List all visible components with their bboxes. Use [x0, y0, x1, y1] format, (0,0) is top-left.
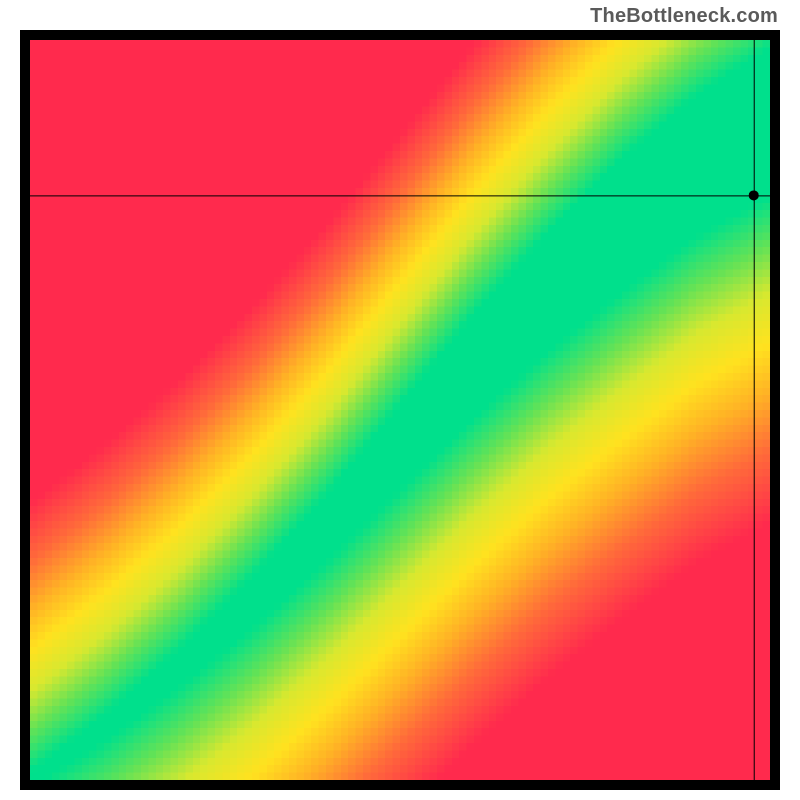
crosshair-overlay: [30, 40, 770, 780]
watermark-text: TheBottleneck.com: [590, 5, 778, 28]
plot-frame: [20, 30, 780, 790]
figure-container: TheBottleneck.com: [0, 0, 800, 800]
